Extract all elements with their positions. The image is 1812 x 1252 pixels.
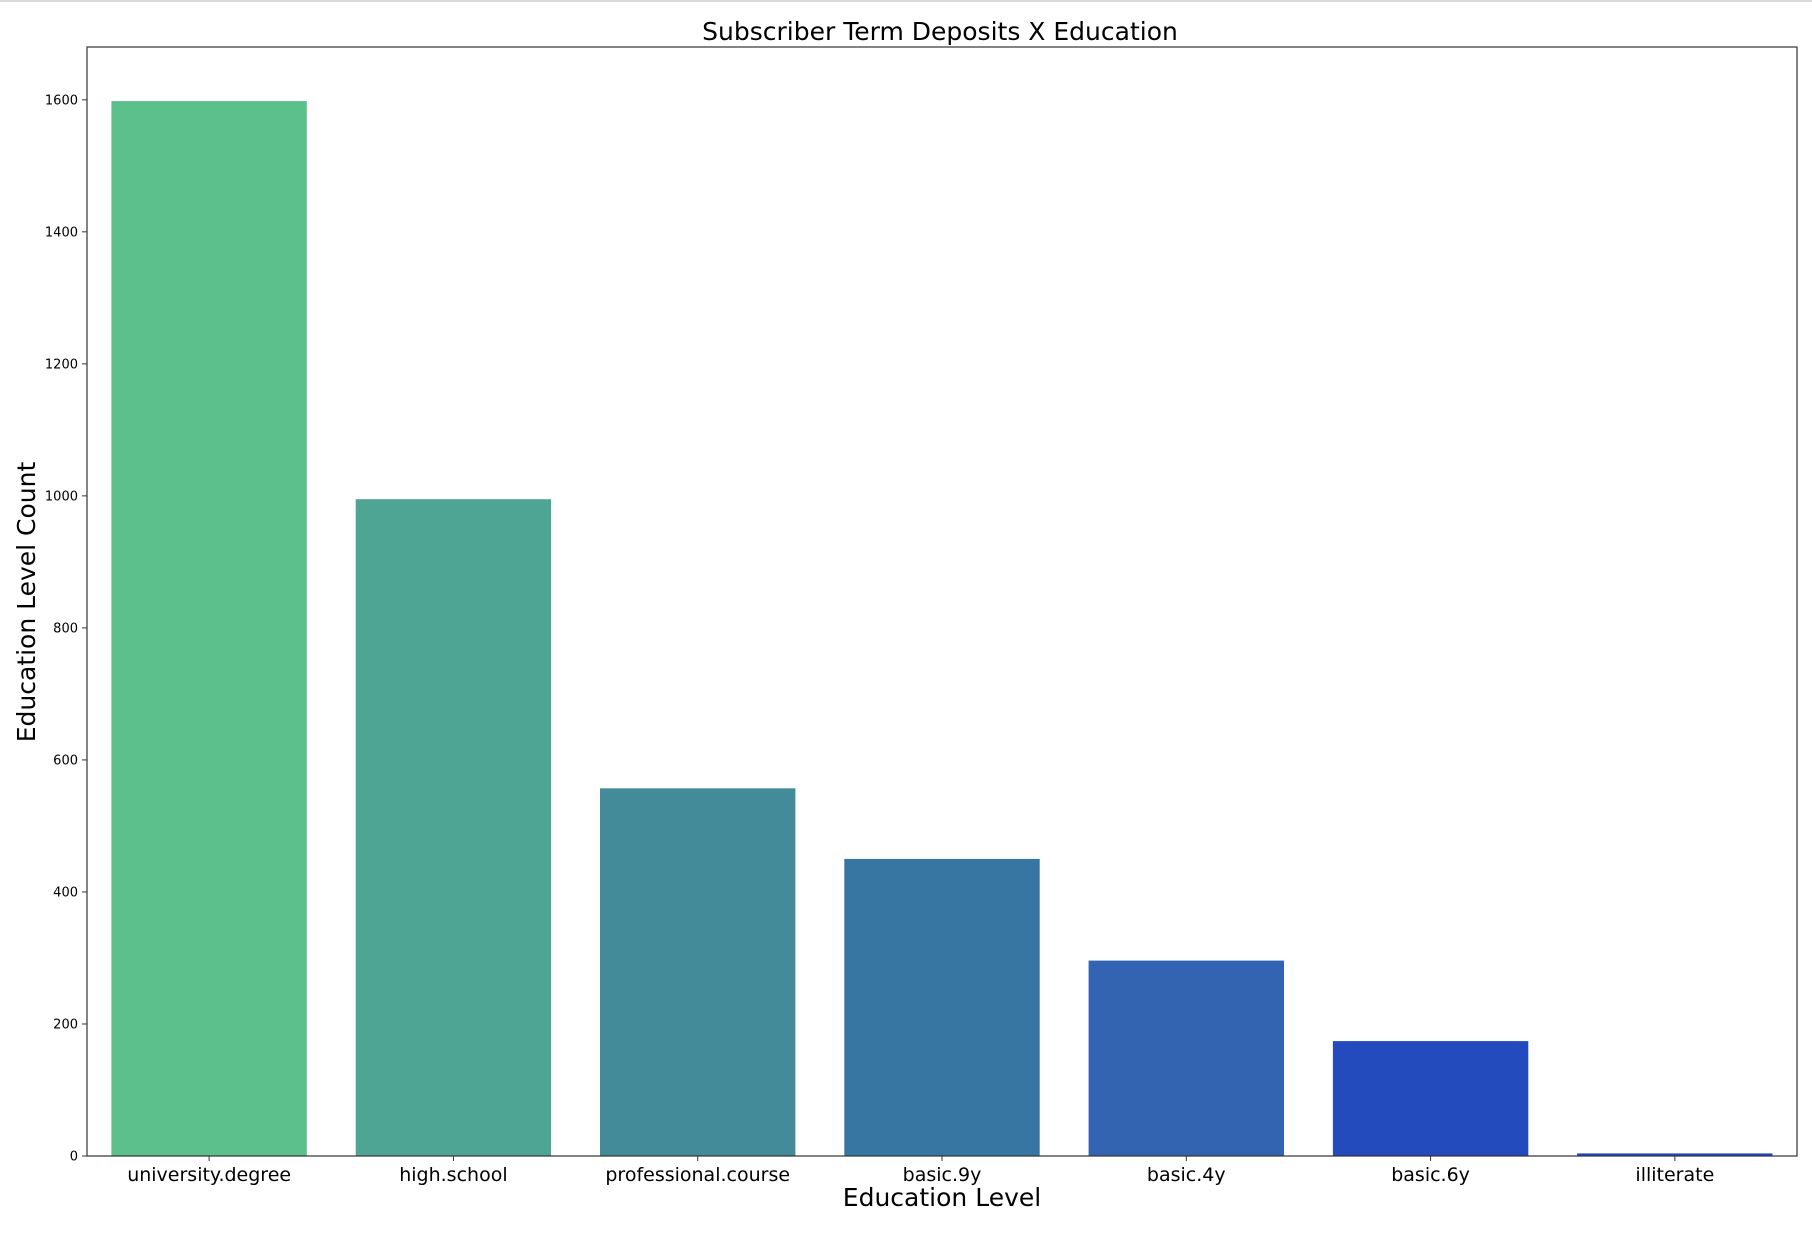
- x-tick-label: basic.9y: [903, 1164, 982, 1186]
- bar-professional-course: [600, 788, 796, 1156]
- bar-basic-6y: [1332, 1041, 1529, 1156]
- y-tick-label: 1400: [45, 225, 78, 240]
- top-border: [0, 0, 1812, 2]
- x-tick-label: basic.4y: [1147, 1164, 1226, 1186]
- x-axis-ticks: university.degree high.school professional…: [127, 1156, 1714, 1186]
- plot-frame: [86, 46, 1798, 1157]
- x-tick-label: high.school: [399, 1164, 507, 1186]
- bar-university-degree: [111, 101, 307, 1157]
- y-tick-label: 400: [53, 885, 78, 900]
- y-axis-label: Education Level Count: [12, 462, 41, 743]
- y-tick-label: 1000: [45, 489, 78, 504]
- bar-illiterate: [1577, 1153, 1773, 1156]
- chart-title: Subscriber Term Deposits X Education: [702, 17, 1178, 46]
- y-tick-label: 800: [53, 621, 78, 636]
- y-tick-label: 200: [53, 1017, 78, 1032]
- bar-basic-4y: [1088, 960, 1284, 1156]
- bar-high-school: [355, 499, 552, 1156]
- y-tick-label: 0: [70, 1150, 78, 1165]
- x-tick-label: professional.course: [605, 1164, 790, 1186]
- x-tick-label: basic.6y: [1391, 1164, 1470, 1186]
- bars-group: [111, 101, 1773, 1157]
- x-tick-label: university.degree: [127, 1164, 291, 1186]
- y-tick-label: 600: [53, 753, 78, 768]
- x-tick-label: illiterate: [1635, 1164, 1714, 1186]
- bar-basic-9y: [844, 858, 1040, 1156]
- y-tick-label: 1200: [45, 357, 78, 372]
- y-axis-ticks: 0 200 400 600 800 1000 1200 1400 1600: [45, 93, 87, 1165]
- y-tick-label: 1600: [45, 93, 78, 108]
- x-axis-label: Education Level: [843, 1183, 1041, 1212]
